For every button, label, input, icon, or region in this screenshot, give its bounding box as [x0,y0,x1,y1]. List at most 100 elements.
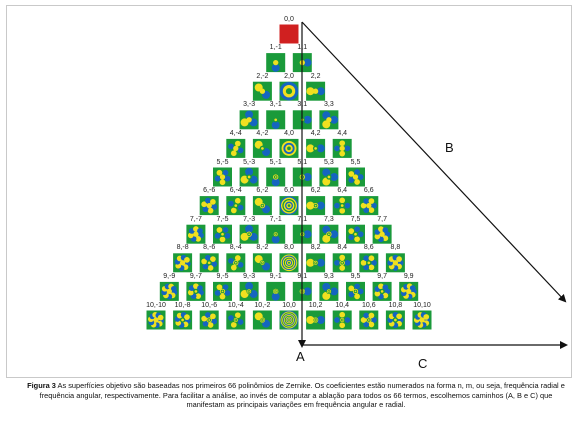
zernike-tile-8_8 [385,253,405,273]
coefficient-label: 9,5 [350,272,361,280]
zernike-tile-8_4 [332,253,352,273]
coefficient-label: 10,4 [335,301,349,309]
coefficient-label: 2,2 [310,72,321,80]
coefficient-label: 10,6 [361,301,376,309]
zernike-tile-3_3 [319,110,339,130]
zernike-tile-9_7 [372,281,392,301]
zernike-tile-2_2 [306,81,326,101]
path-a-label: A [296,349,305,364]
zernike-tile-3_-3 [239,110,259,130]
zernike-tile-10_-10 [146,310,166,330]
zernike-tile-2_-2 [252,81,272,101]
zernike-tile-3_-1 [266,110,286,130]
coefficient-label: 8,2 [310,244,321,252]
zernike-tile-5_-5 [213,167,232,187]
coefficient-label: 4,-4 [229,129,242,137]
coefficient-label: 9,1 [297,272,308,280]
caption-figure-number: Figura 3 [27,381,56,390]
zernike-tile-5_5 [346,167,365,187]
coefficient-label: 6,-2 [256,187,269,195]
zernike-tile-5_3 [319,167,339,187]
coefficient-label: 9,-3 [243,272,256,280]
zernike-tile-8_-8 [173,253,193,273]
zernike-pyramid [146,21,568,349]
zernike-tile-6_-2 [252,196,272,216]
zernike-tile-10_-2 [252,310,272,330]
coefficient-label: 9,7 [377,272,387,280]
zernike-tile-2_0 [279,81,299,101]
zernike-tile-9_-5 [213,281,232,301]
caption-text: As superfícies objetivo são baseadas nos… [39,381,565,410]
coefficient-label: 10,-4 [227,301,244,309]
zernike-tile-6_4 [332,196,352,216]
coefficient-label: 8,-4 [229,244,242,252]
coefficient-label: 2,-2 [256,72,269,80]
zernike-tile-5_-1 [266,167,286,187]
zernike-tile-7_-1 [266,224,286,244]
coefficient-label: 5,5 [350,158,361,166]
zernike-tile-7_-3 [239,224,259,244]
coefficient-label: 8,0 [284,244,294,252]
coefficient-label: 6,6 [363,187,374,195]
coefficient-label: 4,2 [310,129,321,137]
coefficient-label: 6,2 [310,187,321,195]
zernike-tile-8_2 [306,253,326,273]
coefficient-label: 10,10 [413,301,431,309]
zernike-tile-8_-2 [252,253,272,273]
coefficient-label: 3,1 [297,101,308,109]
zernike-tile-8_0 [279,253,299,273]
path-c-label: C [418,356,428,371]
zernike-tile-9_-7 [186,281,206,301]
zernike-tile-4_-4 [226,138,246,158]
zernike-tile-7_3 [319,224,339,244]
zernike-tile-4_-2 [252,138,272,158]
zernike-tile-10_4 [332,310,352,330]
coefficient-label: 7,-1 [269,215,282,223]
coefficient-label: 7,-3 [243,215,256,223]
zernike-tile-10_6 [359,310,379,330]
coefficient-label: 9,-1 [269,272,282,280]
zernike-tile-6_0 [279,196,299,216]
zernike-tile-5_-3 [239,167,259,187]
coefficient-label: 7,5 [350,215,361,223]
zernike-tile-6_-6 [199,196,219,216]
coefficient-label: 10,-8 [174,301,191,309]
coefficient-label: 6,-4 [229,187,242,195]
coefficient-label: 2,0 [284,72,294,80]
coefficient-label: 7,-5 [216,215,229,223]
coefficient-label: 1,-1 [269,44,282,52]
coefficient-label: 7,-7 [189,215,202,223]
zernike-tile-10_8 [385,310,405,330]
coefficient-label: 0,0 [284,15,294,23]
zernike-tile-1_-1 [266,53,286,73]
coefficient-label: 7,1 [297,215,308,223]
zernike-tile-7_5 [346,224,365,244]
coefficient-label: 3,3 [324,101,334,109]
zernike-tile-6_6 [359,196,379,216]
coefficient-label: 7,3 [324,215,334,223]
coefficient-label: 4,4 [337,129,348,137]
coefficient-label: 4,-2 [256,129,269,137]
coefficient-label: 8,-8 [176,244,189,252]
zernike-tile-4_0 [279,138,299,158]
coefficient-label: 5,-1 [269,158,282,166]
coefficient-label: 3,-3 [243,101,256,109]
coefficient-label: 8,-6 [203,244,216,252]
coefficient-label: 3,-1 [269,101,282,109]
coefficient-label: 10,-2 [254,301,271,309]
coefficient-label: 10,0 [282,301,296,309]
zernike-tile-7_-7 [186,224,206,244]
zernike-tile-9_-9 [159,281,179,301]
zernike-tile-7_-5 [213,224,232,244]
path-b-label: B [445,140,454,155]
coefficient-label: 9,-5 [216,272,229,280]
coefficient-label: 5,-5 [216,158,229,166]
zernike-tile-0_0 [279,24,299,44]
zernike-tile-10_10 [412,310,432,330]
zernike-tile-10_2 [306,310,326,330]
zernike-tile-10_-8 [173,310,193,330]
coefficient-label: 10,2 [308,301,323,309]
coefficient-label: 1,1 [297,44,308,52]
coefficient-label: 6,0 [284,187,294,195]
zernike-tile-10_-6 [199,310,219,330]
